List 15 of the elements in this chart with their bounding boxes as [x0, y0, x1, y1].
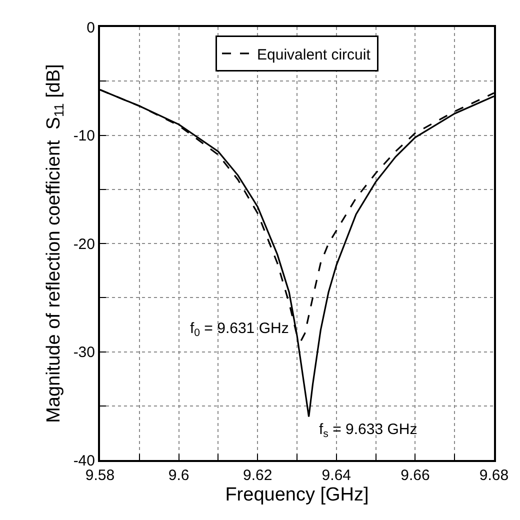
x-tick-label: 9.6	[168, 467, 190, 484]
y-tick-label: 0	[86, 19, 95, 36]
y-tick-label: -40	[73, 452, 95, 470]
annotation: f$_{0}$ = 9.631 GHz	[190, 320, 289, 340]
x-tick-label: 9.62	[243, 467, 272, 484]
y-tick-label: -20	[73, 236, 95, 253]
x-tick-label: 9.64	[322, 467, 351, 484]
annotation: f$_{s}$ = 9.633 GHz	[319, 421, 418, 440]
x-tick-label: 9.68	[479, 467, 509, 484]
x-tick-label: 9.58	[85, 467, 115, 484]
y-tick-label: -30	[73, 344, 95, 361]
x-axis-title: Frequency [GHz]	[225, 484, 369, 506]
legend-label: Equivalent circuit	[257, 46, 372, 64]
y-tick-label: -10	[73, 128, 95, 144]
x-tick-label: 9.66	[400, 467, 430, 484]
